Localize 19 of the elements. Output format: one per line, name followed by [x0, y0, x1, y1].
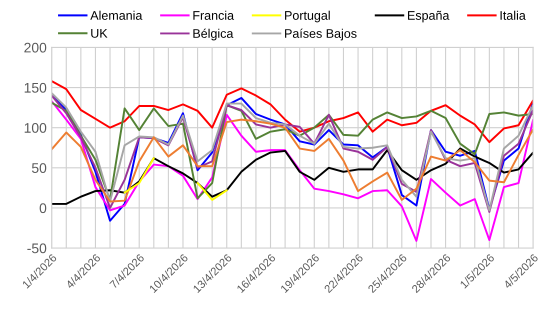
- line-series: [52, 100, 534, 242]
- legend-label: Bélgica: [193, 28, 234, 40]
- y-tick-label: -50: [27, 243, 46, 254]
- legend-label: Portugal: [285, 10, 330, 22]
- y-tick-label: 150: [24, 82, 46, 93]
- y-tick-label: 50: [32, 163, 46, 173]
- legend-label: Países Bajos: [285, 28, 357, 40]
- line-series: [52, 118, 534, 202]
- legend-label: Francia: [193, 10, 234, 20]
- legend-label: España: [408, 10, 450, 22]
- legend-label: Alemania: [90, 10, 142, 20]
- y-tick-label: 100: [24, 123, 46, 133]
- line-series: [52, 80, 534, 144]
- y-tick-label: 0: [40, 203, 46, 214]
- line-series: [52, 102, 534, 201]
- line-series: [52, 148, 534, 205]
- y-tick-label: 200: [24, 42, 46, 53]
- legend-label: Italia: [500, 10, 526, 20]
- legend-label: UK: [91, 29, 108, 38]
